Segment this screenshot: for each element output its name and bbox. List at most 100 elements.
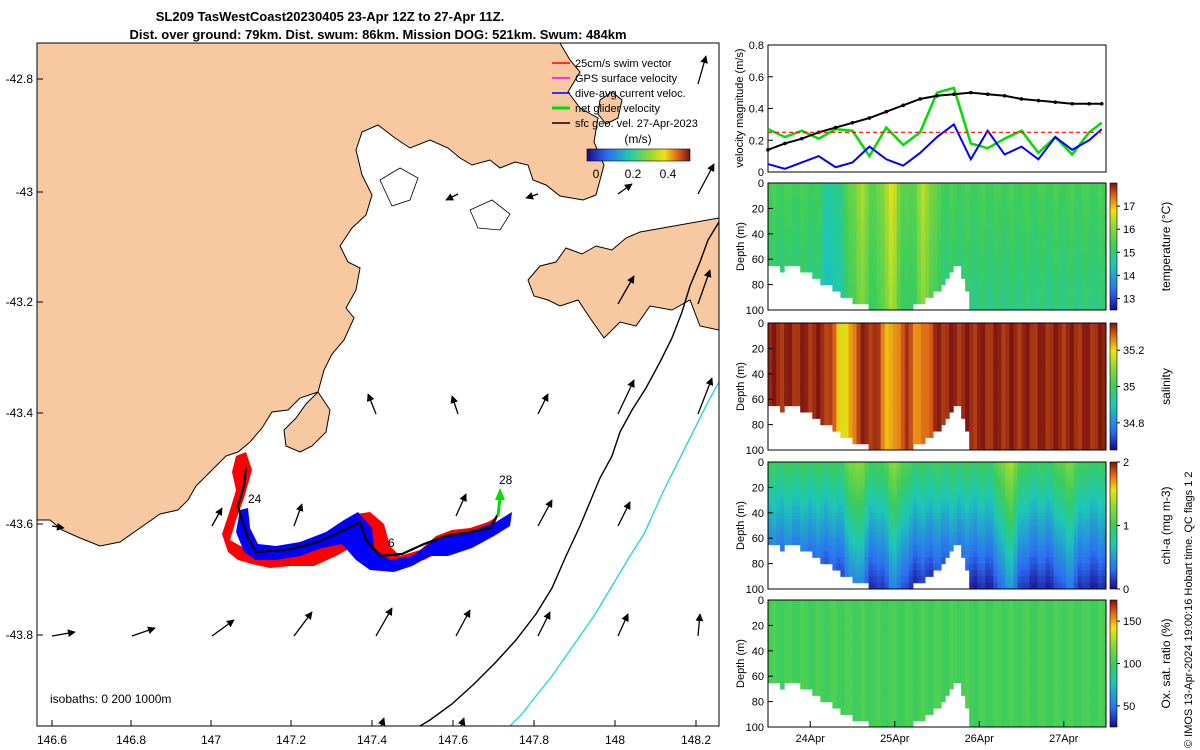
section-cell (1057, 342, 1063, 349)
section-cell (920, 563, 926, 571)
section-cell (1045, 323, 1051, 330)
section-cell (997, 233, 1002, 241)
section-cell (965, 563, 970, 571)
section-cell (788, 474, 793, 482)
section-cell (965, 531, 970, 539)
section-cell (840, 600, 846, 607)
section-cell (985, 252, 990, 260)
section-cell (1001, 183, 1007, 190)
section-cell (1009, 348, 1015, 356)
section-cell (981, 392, 986, 400)
section-cell (816, 361, 821, 369)
section-cell (800, 240, 805, 248)
section-cell (888, 481, 894, 488)
section-cell (1017, 563, 1023, 571)
section-cell (904, 525, 910, 533)
section-cell (997, 240, 1002, 248)
section-cell (977, 481, 982, 488)
section-cell (1065, 525, 1071, 533)
section-cell (920, 195, 926, 203)
section-cell (876, 550, 882, 558)
section-cell (868, 405, 874, 413)
section-cell (937, 246, 942, 254)
section-cell (920, 233, 926, 241)
section-cell (993, 386, 998, 394)
section-cell (816, 688, 821, 696)
section-cell (828, 506, 833, 514)
section-cell (961, 329, 966, 337)
section-cell (969, 259, 974, 267)
section-cell (880, 506, 886, 514)
section-cell (804, 525, 809, 533)
section-cell (864, 373, 870, 381)
section-cell (1077, 354, 1083, 362)
section-cell (856, 487, 862, 495)
section-cell (1017, 538, 1023, 546)
section-cell (912, 487, 918, 495)
section-cell (868, 538, 874, 546)
section-cell (784, 259, 789, 267)
section-cell (1073, 303, 1079, 310)
section-cell (804, 367, 809, 375)
section-cell (973, 208, 978, 216)
section-cell (1041, 462, 1047, 469)
section-cell (912, 354, 918, 362)
section-cell (985, 481, 990, 488)
section-cell (928, 259, 934, 267)
section-cell (924, 329, 930, 337)
section-cell (832, 688, 838, 696)
section-cell (993, 424, 998, 432)
section-cell (800, 335, 805, 343)
section-cell (796, 500, 801, 508)
section-cell (1013, 284, 1019, 292)
section-cell (1001, 424, 1007, 432)
section-cell (1089, 576, 1095, 584)
section-cell (908, 195, 914, 203)
section-cell (1085, 506, 1091, 514)
section-cell (1089, 557, 1095, 565)
section-cell (1025, 284, 1031, 292)
section-cell (1073, 525, 1079, 533)
section-cell (916, 335, 922, 343)
section-cell (888, 342, 894, 349)
section-cell (856, 278, 862, 286)
section-cell (949, 392, 954, 400)
section-cell (997, 265, 1002, 273)
section-cell (1065, 557, 1071, 565)
section-cell (876, 202, 882, 209)
section-cell (908, 519, 914, 527)
section-cell (1045, 342, 1051, 349)
section-cell (880, 538, 886, 546)
section-cell (792, 669, 797, 677)
section-cell (1017, 506, 1023, 514)
section-cell (884, 468, 890, 476)
section-cell (904, 430, 910, 438)
section-cell (1081, 202, 1087, 209)
section-cell (1009, 443, 1015, 450)
section-cell (1073, 335, 1079, 343)
section-cell (1025, 323, 1031, 330)
section-cell (804, 221, 809, 229)
velocity-geo-point (985, 92, 990, 97)
section-cell (932, 525, 938, 533)
section-cell (824, 600, 829, 607)
section-cell (981, 246, 986, 254)
section-cell (1021, 323, 1027, 330)
section-cell (852, 265, 858, 273)
section-cell (872, 354, 878, 362)
section-cell (804, 195, 809, 203)
section-cell (792, 493, 797, 501)
section-cell (1029, 531, 1035, 539)
section-cell (1017, 290, 1023, 298)
section-cell (832, 676, 838, 684)
section-cell (1069, 512, 1075, 520)
section-cell (864, 246, 870, 254)
section-cell (904, 424, 910, 432)
section-cell (900, 240, 906, 248)
section-cell (776, 650, 781, 658)
section-cell (1021, 246, 1027, 254)
section-cell (780, 227, 785, 235)
section-cell (856, 411, 862, 419)
section-cell (820, 657, 825, 665)
section-cell (1037, 303, 1043, 310)
